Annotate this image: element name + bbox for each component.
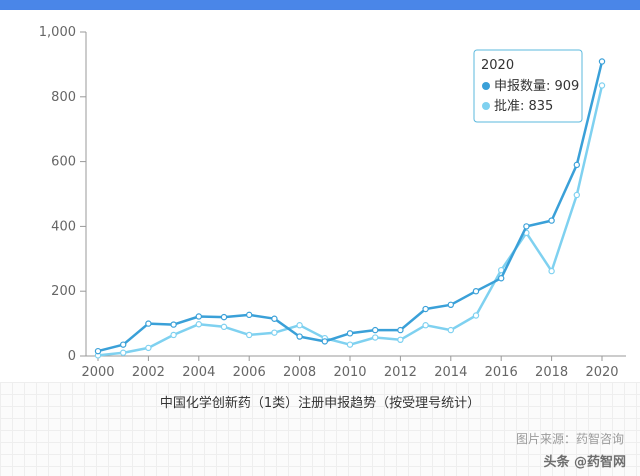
y-tick-label: 0 (68, 349, 76, 364)
x-tick-label: 2000 (81, 365, 114, 380)
data-point (523, 223, 530, 230)
data-point (422, 305, 429, 313)
bottom-grid-area (0, 382, 640, 476)
data-point (422, 322, 429, 329)
tooltip-title: 2020 (481, 58, 514, 73)
data-point (498, 275, 505, 282)
data-point (598, 58, 606, 65)
data-point (119, 341, 127, 348)
x-tick-label: 2008 (283, 365, 316, 380)
data-point (145, 320, 152, 327)
data-point (397, 336, 404, 343)
x-tick-label: 2002 (132, 365, 165, 380)
y-tick-label: 200 (51, 284, 76, 299)
data-point (346, 341, 354, 348)
data-point (220, 323, 228, 331)
data-point (447, 301, 454, 309)
x-tick-label: 2010 (333, 365, 366, 380)
data-point (472, 312, 480, 319)
data-point (195, 321, 202, 328)
data-point (548, 217, 555, 224)
data-point (245, 311, 253, 319)
y-tick-label: 800 (51, 90, 76, 105)
data-point (170, 321, 177, 328)
data-point (397, 326, 404, 334)
y-axis-ticks: 0 200 400 600 800 1,000 (39, 25, 86, 364)
y-tick-label: 1,000 (39, 25, 76, 40)
data-point (321, 338, 328, 345)
tooltip-row-label: 批准: 835 (494, 99, 553, 114)
data-point (372, 326, 379, 334)
watermark: 头条 @药智网 (543, 455, 626, 470)
data-point (271, 315, 278, 322)
x-tick-label: 2018 (535, 365, 568, 380)
chart-caption: 中国化学创新药（1类）注册申报趋势（按受理号统计） (159, 396, 481, 411)
data-point (119, 349, 127, 356)
data-point (195, 313, 202, 320)
series-layer (94, 58, 606, 359)
data-point (573, 161, 581, 169)
tooltip-legend-dot (482, 82, 490, 90)
data-point (145, 344, 152, 352)
data-point (271, 329, 278, 336)
x-tick-label: 2004 (182, 365, 215, 380)
y-tick-label: 400 (51, 219, 76, 234)
data-point (220, 313, 228, 321)
data-point (548, 267, 555, 275)
chart-frame: 0 200 400 600 800 1,000 2000 2002 2004 2006 2008 2… (0, 10, 640, 382)
x-axis-ticks: 2000 2002 2004 2006 2008 2010 2012 2014 2016 2018… (81, 356, 619, 380)
top-accent-bar (0, 0, 640, 10)
tooltip-box (473, 49, 583, 123)
data-point (346, 330, 354, 337)
data-point (245, 331, 253, 339)
tooltip: 2020 申报数量: 909 批准: 835 (473, 49, 583, 123)
data-point (94, 347, 102, 355)
image-source-note: 图片来源：药智咨询 (515, 432, 624, 446)
data-point (598, 82, 606, 89)
data-point (170, 331, 177, 339)
tooltip-row-label: 申报数量: 909 (494, 79, 579, 94)
x-tick-label: 2006 (233, 365, 266, 380)
data-point (472, 288, 480, 295)
x-tick-label: 2014 (434, 365, 467, 380)
tooltip-legend-dot (482, 102, 490, 110)
data-point (573, 191, 581, 199)
data-point (296, 333, 303, 340)
x-tick-label: 2016 (485, 365, 518, 380)
series-line-1 (97, 85, 604, 357)
data-point (447, 326, 454, 334)
data-point (372, 334, 379, 341)
x-tick-label: 2020 (585, 365, 618, 380)
data-point (296, 322, 303, 329)
y-tick-label: 600 (51, 155, 76, 170)
x-tick-label: 2012 (384, 365, 417, 380)
